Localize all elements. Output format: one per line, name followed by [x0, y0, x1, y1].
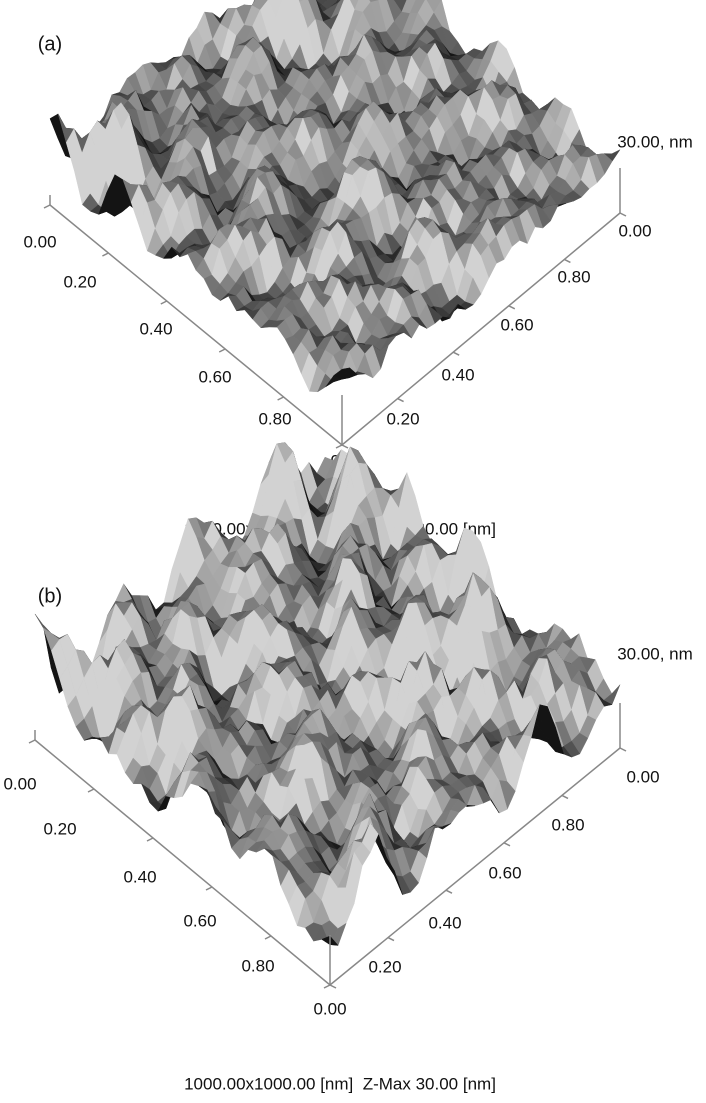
x-tick-label: 0.80: [241, 956, 274, 975]
x-tick-label: 0.20: [63, 272, 96, 291]
y-tick-label: 0.00: [618, 221, 651, 240]
x-tick-label: 0.00: [23, 232, 56, 251]
tick: [205, 886, 213, 891]
tick: [146, 837, 154, 842]
tick: [102, 252, 109, 257]
tick: [397, 397, 404, 403]
surface-facet: [34, 613, 52, 634]
tick: [387, 936, 395, 942]
x-tick-label: 0.80: [258, 409, 291, 428]
tick: [335, 444, 343, 449]
y-tick-label: 0.80: [551, 815, 584, 834]
tick: [28, 739, 36, 744]
tick: [508, 305, 516, 310]
corner-tick-label: 0.00: [313, 999, 346, 1018]
z-label: 30.00, nm: [617, 132, 693, 151]
x-tick-label: 0.60: [198, 367, 231, 386]
y-tick-label: 0.20: [386, 409, 419, 428]
tick: [43, 204, 51, 209]
surface-facet: [333, 367, 351, 380]
x-tick-label: 0.20: [43, 819, 76, 838]
tick: [561, 794, 569, 800]
tick: [323, 984, 331, 989]
x-tick-label: 0.40: [139, 319, 172, 338]
tick: [619, 212, 627, 217]
tick: [445, 889, 453, 894]
y-tick-label: 0.40: [428, 913, 461, 932]
x-tick-label: 0.00: [3, 774, 36, 793]
y-tick-label: 0.00: [626, 767, 659, 786]
tick: [341, 444, 349, 449]
x-tick-label: 0.60: [183, 911, 216, 930]
tick: [160, 300, 168, 305]
tick: [329, 984, 337, 989]
y-tick-label: 0.60: [488, 863, 521, 882]
tick: [564, 258, 571, 264]
tick: [619, 747, 627, 752]
y-tick-label: 0.20: [368, 957, 401, 976]
z-label: 30.00, nm: [617, 644, 693, 663]
tick: [218, 348, 226, 353]
x-tick-label: 0.40: [123, 867, 156, 886]
panel-label: (b): [38, 585, 62, 607]
tick: [503, 842, 511, 847]
panel-label: (a): [38, 33, 62, 55]
afm-panel: (b) 30.00, nm 0.00 0.20 0.40 0.60 0.80 0.00 0.20…: [3, 442, 693, 1093]
y-tick-label: 0.80: [557, 267, 590, 286]
tick: [264, 935, 272, 940]
tick: [452, 351, 460, 356]
caption: 1000.00x1000.00 [nm] Z-Max 30.00 [nm]: [184, 1074, 496, 1093]
tick: [277, 396, 284, 401]
y-tick-label: 0.40: [441, 365, 474, 384]
tick: [87, 788, 95, 793]
y-tick-label: 0.60: [500, 315, 533, 334]
